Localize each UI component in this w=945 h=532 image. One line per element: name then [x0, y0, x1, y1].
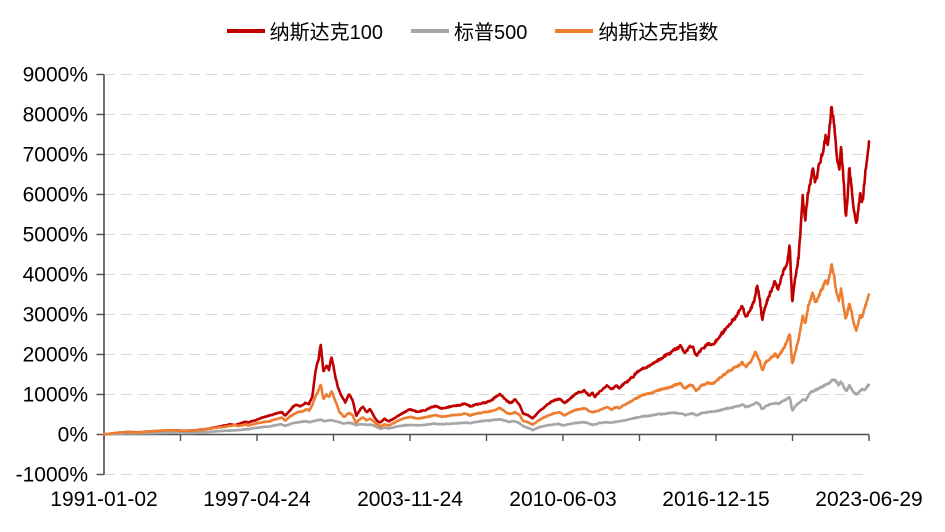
x-axis-tick-label: 1997-04-24 — [203, 488, 311, 511]
legend-line-swatch — [226, 28, 265, 33]
legend-item-nasdaq100: 纳斯达克100 — [226, 16, 383, 45]
legend-label: 纳斯达克100 — [269, 22, 383, 44]
y-axis-tick-label: 9000% — [23, 64, 88, 87]
x-axis-tick-label: 2010-06-03 — [509, 488, 616, 511]
y-axis-tick-label: 6000% — [23, 184, 88, 207]
y-axis-tick-label: -1000% — [16, 464, 88, 487]
x-axis-tick-label: 1991-01-02 — [50, 488, 157, 511]
gridlines-group — [104, 74, 869, 475]
y-axis-tick-label: 7000% — [23, 144, 88, 167]
legend-label: 标普500 — [454, 22, 528, 44]
y-axis-tick-label: 1000% — [23, 384, 88, 407]
axis-labels-group: 9000% 8000% 7000% 6000% 5000% 4000% 3000% 2000%… — [16, 64, 923, 512]
chart-legend: 纳斯达克100 标普500 纳斯达克指数 — [0, 16, 945, 45]
x-axis-tick-label: 2023-06-29 — [815, 488, 922, 511]
series-line-1 — [102, 378, 871, 436]
x-axis-tick-label: 2003-11-24 — [357, 488, 463, 511]
legend-label: 纳斯达克指数 — [598, 22, 719, 44]
series-group — [102, 105, 871, 437]
series-line-0 — [102, 105, 871, 437]
axes-group — [96, 73, 870, 476]
y-axis-tick-label: 5000% — [23, 224, 88, 247]
y-axis-tick-label: 2000% — [23, 344, 88, 367]
legend-line-swatch — [411, 28, 449, 33]
legend-item-sp500: 标普500 — [411, 16, 527, 45]
y-axis-tick-label: 3000% — [23, 304, 88, 327]
x-axis-tick-label: 2016-12-15 — [662, 488, 769, 511]
y-axis-tick-label: 0% — [58, 424, 88, 447]
legend-line-swatch — [555, 28, 594, 33]
y-axis-tick-label: 4000% — [23, 264, 88, 287]
legend-item-nasdaq-composite: 纳斯达克指数 — [555, 16, 718, 45]
series-line-2 — [102, 263, 871, 436]
y-axis-tick-label: 8000% — [23, 104, 88, 127]
